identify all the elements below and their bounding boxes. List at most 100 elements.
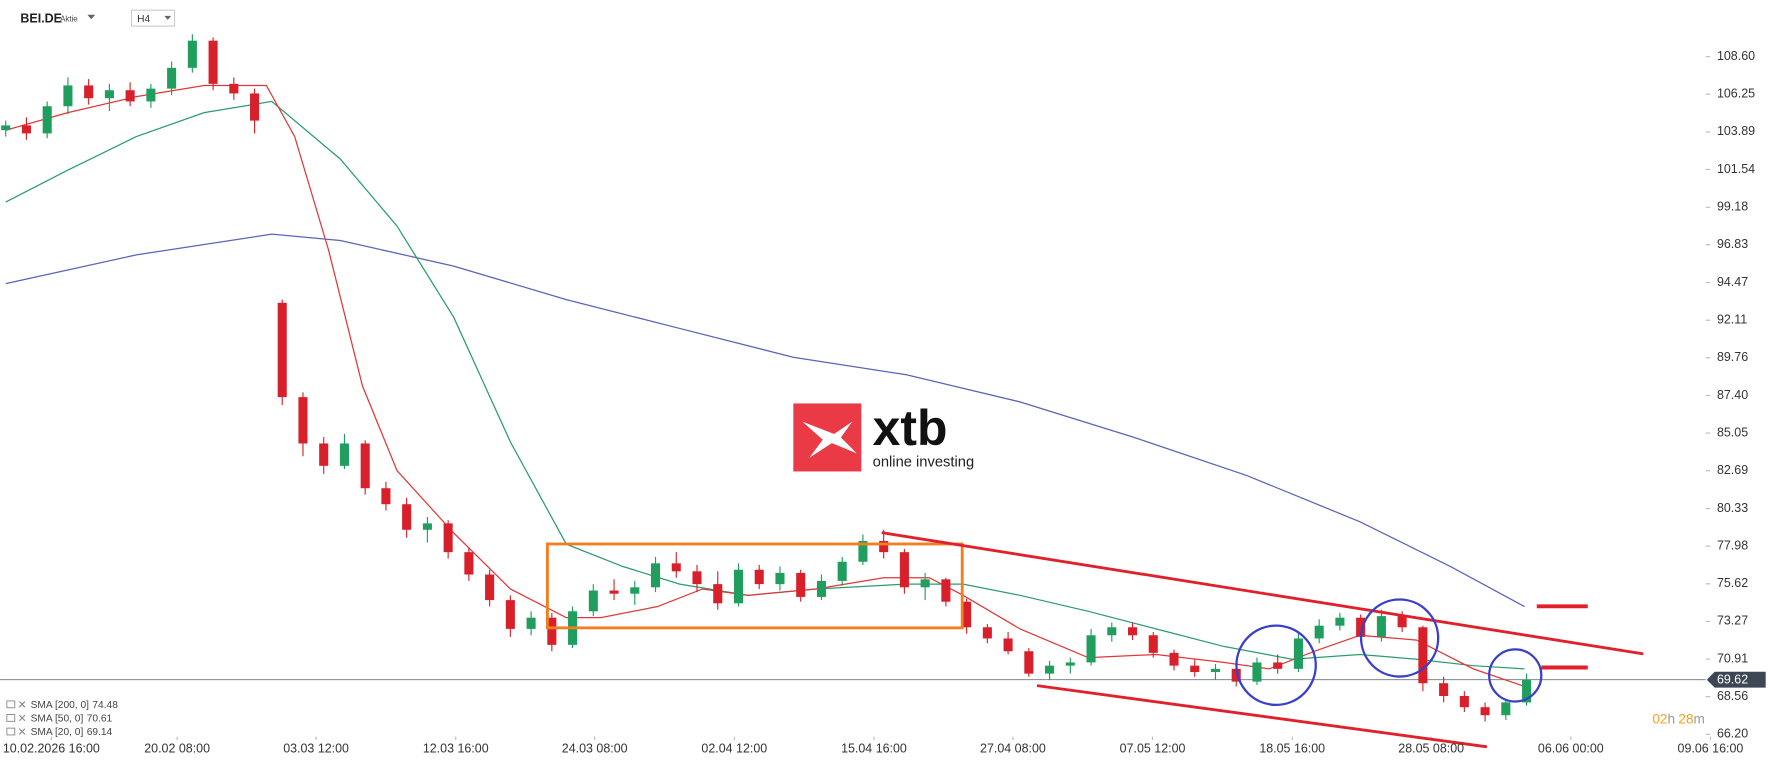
y-tick-label: 87.40 — [1717, 388, 1748, 402]
candle-body — [858, 540, 868, 562]
candle-body — [42, 106, 52, 134]
candle-body — [1003, 638, 1013, 652]
y-tick-label: 94.47 — [1717, 275, 1748, 289]
candle-body — [879, 540, 889, 553]
range-box — [545, 542, 964, 630]
candle-body — [167, 67, 177, 89]
candle-body — [962, 601, 972, 628]
candle-body — [1293, 638, 1303, 669]
y-tick-label: 85.05 — [1717, 425, 1748, 439]
y-tick-label: 99.18 — [1717, 200, 1748, 214]
dropdown-arrow — [164, 15, 172, 20]
highlight-circle — [1359, 598, 1440, 678]
candle-body — [630, 587, 640, 594]
symbol: BEI.DE — [20, 12, 62, 26]
x-tick-label: 10.02.2026 16:00 — [3, 741, 100, 755]
candle-body — [671, 563, 681, 572]
x-tick-label: 24.03 08:00 — [562, 741, 628, 755]
trendline-lower — [1036, 684, 1488, 749]
candle-body — [816, 580, 826, 597]
legend-name: SMA [200, 0] — [31, 700, 89, 711]
y-tick-label: 92.11 — [1717, 313, 1747, 327]
y-tick-label: 66.20 — [1717, 727, 1748, 741]
candle-body — [1231, 668, 1241, 682]
candle-body — [775, 572, 785, 585]
sma-line — [5, 100, 1525, 670]
candle-body — [21, 125, 31, 134]
candle-body — [277, 302, 287, 398]
candle-body — [1439, 683, 1449, 697]
last-price-tag — [1706, 671, 1766, 688]
candle-body — [402, 504, 412, 530]
logo-brand: xtb — [873, 400, 948, 456]
candle-body — [1273, 662, 1283, 669]
candle-body — [1148, 635, 1158, 653]
candle-body — [229, 83, 239, 94]
candle-body — [84, 85, 94, 99]
candle-body — [422, 523, 432, 530]
candle-body — [609, 590, 619, 594]
x-tick-label: 03.03 12:00 — [283, 741, 349, 755]
candle-body — [1045, 665, 1055, 674]
candle-body — [464, 552, 474, 575]
legend-remove — [18, 728, 26, 735]
x-tick-label: 18.05 16:00 — [1259, 741, 1325, 755]
candle-body — [319, 443, 329, 466]
y-tick-label: 75.62 — [1717, 576, 1748, 590]
candle-body — [920, 579, 930, 588]
legend-entry: SMA [50, 0] 70.61 — [31, 713, 113, 724]
countdown-hours: 02 — [1652, 711, 1667, 726]
candle-body — [360, 443, 370, 489]
y-tick-label: 68.56 — [1717, 689, 1748, 703]
legend-remove — [18, 701, 26, 708]
candle-body — [837, 561, 847, 581]
y-tick-label: 108.60 — [1717, 49, 1755, 63]
x-tick-label: 27.04 08:00 — [980, 741, 1046, 755]
highlight-circle — [1488, 648, 1543, 703]
legend-entry: SMA [20, 0] 69.14 — [31, 727, 113, 738]
legend-value: 70.61 — [87, 713, 113, 724]
candle-body — [526, 617, 536, 629]
candle-body — [208, 40, 218, 84]
candle-body — [298, 397, 308, 444]
y-tick-label: 80.33 — [1717, 501, 1748, 515]
candle-body — [754, 569, 764, 585]
y-tick-label: 101.54 — [1717, 162, 1755, 176]
interval-select[interactable] — [130, 9, 176, 27]
candle-body — [1335, 617, 1345, 626]
trendline-upper — [881, 531, 1644, 656]
candle-body — [125, 90, 135, 102]
candle-body — [899, 552, 909, 588]
x-tick-label: 20.02 08:00 — [144, 741, 210, 755]
countdown-minutes: 28 — [1678, 711, 1693, 726]
candle-body — [1107, 627, 1117, 636]
candle-body — [1086, 635, 1096, 663]
countdown: 02h 28m — [1652, 711, 1704, 726]
countdown-unit: h — [1667, 711, 1675, 726]
y-tick-label: 89.76 — [1717, 350, 1748, 364]
candle-body — [650, 563, 661, 588]
y-tick-label: 106.25 — [1717, 87, 1755, 101]
candle-body — [1418, 627, 1428, 684]
legend-value: 69.14 — [87, 727, 113, 738]
highlight-circle — [1235, 624, 1317, 707]
candle-body — [1356, 617, 1366, 637]
logo-icon — [802, 421, 857, 458]
candle-body — [1501, 702, 1511, 716]
candle-body — [1314, 625, 1324, 639]
y-tick-label: 96.83 — [1717, 237, 1748, 251]
candle-body — [339, 443, 349, 466]
x-tick-label: 07.05 12:00 — [1120, 741, 1186, 755]
dropdown-arrow[interactable] — [87, 14, 96, 20]
candle-body — [485, 574, 495, 601]
candle-body — [187, 40, 197, 68]
candle-body — [63, 85, 73, 107]
legend-value: 74.48 — [92, 700, 118, 711]
candle-body — [1522, 680, 1532, 703]
candle-body — [1459, 696, 1469, 708]
interval: H4 — [137, 14, 150, 25]
candle-body — [547, 617, 557, 645]
x-tick-label: 28.05 08:00 — [1398, 741, 1464, 755]
